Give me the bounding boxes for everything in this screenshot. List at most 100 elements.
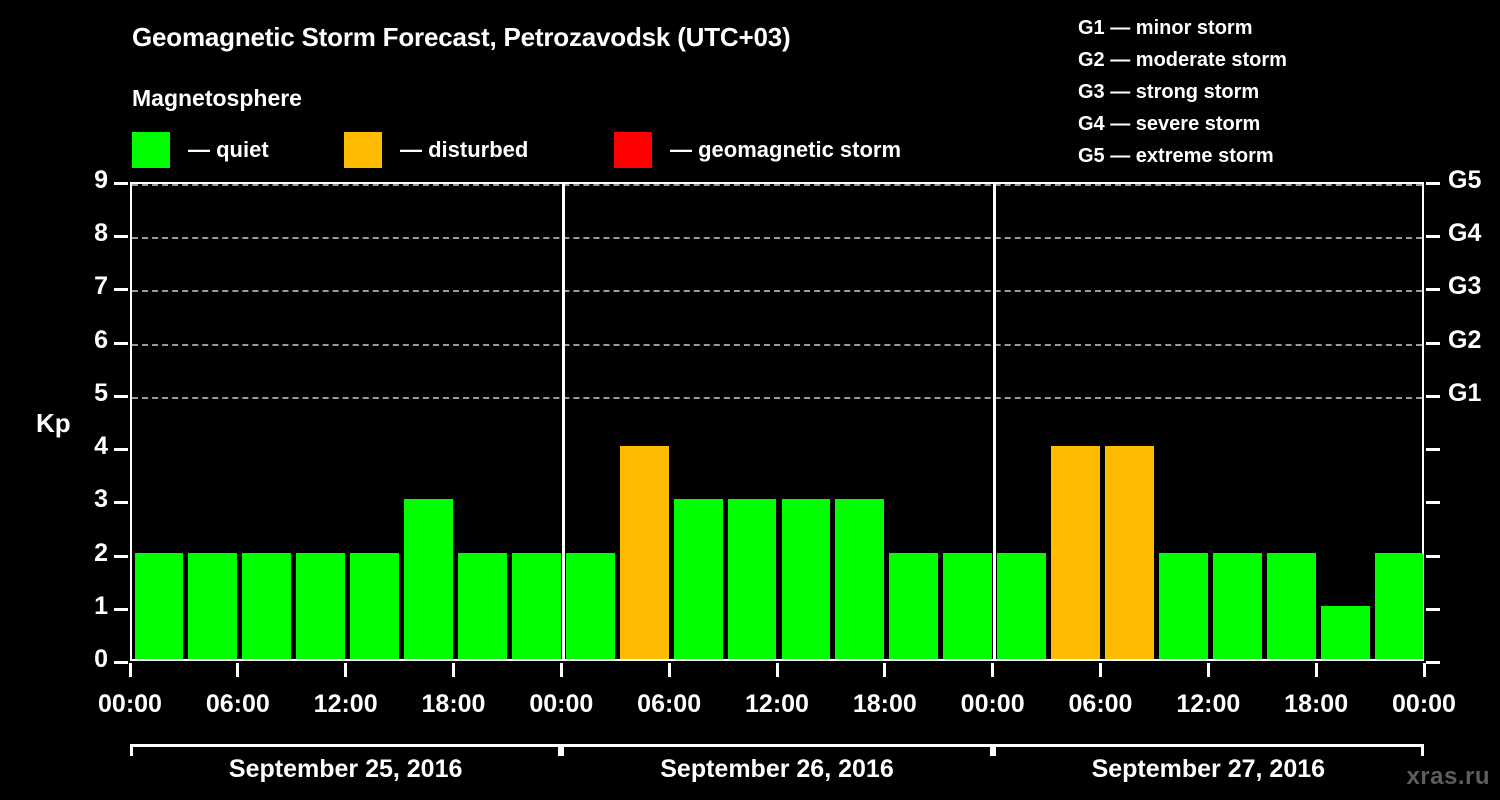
- bar: [619, 446, 669, 659]
- x-axis-tick: [991, 663, 995, 677]
- day-label: September 25, 2016: [228, 755, 463, 783]
- right-axis-tick-label: G1: [1448, 378, 1482, 407]
- legend-label-disturbed: — disturbed: [400, 137, 529, 162]
- day-label: September 26, 2016: [660, 755, 894, 783]
- y-axis-tick: [114, 288, 128, 292]
- y-axis-tick: [114, 394, 128, 398]
- y-axis-tick-label: 4: [94, 432, 108, 461]
- bar: [296, 552, 346, 659]
- y-axis-tick-label: 0: [94, 645, 108, 673]
- right-axis-tick: [1426, 607, 1440, 611]
- x-axis-tick: [1099, 663, 1102, 677]
- right-axis-tick: [1426, 182, 1440, 185]
- x-axis-tick-label: 06:00: [637, 690, 702, 718]
- x-axis-tick-label: 06:00: [1068, 690, 1133, 718]
- gridline: [132, 396, 1422, 399]
- x-axis-tick: [452, 663, 455, 677]
- x-axis-tick: [775, 663, 779, 677]
- page-title: Geomagnetic Storm Forecast, Petrozavodsk…: [132, 22, 791, 52]
- x-axis-tick: [344, 663, 348, 677]
- y-axis-tick-label: 2: [94, 538, 108, 567]
- g-scale-legend: G1 — minor storm G2 — moderate storm G3 …: [1078, 12, 1287, 172]
- legend-swatch-geomagnetic-storm: [614, 132, 652, 168]
- x-axis-tick-label: 18:00: [1284, 690, 1349, 718]
- gridline: [132, 237, 1422, 240]
- right-axis-tick-label: G3: [1448, 272, 1482, 301]
- x-axis-tick: [1422, 663, 1426, 677]
- day-separator: [561, 184, 565, 659]
- y-axis-tick: [114, 235, 128, 239]
- day-label: September 27, 2016: [1091, 755, 1326, 783]
- day-axis-bracket: [561, 744, 993, 756]
- bar: [1158, 552, 1208, 659]
- x-axis-tick-label: 00:00: [98, 690, 162, 718]
- y-axis-tick: [114, 607, 128, 611]
- bar: [673, 499, 723, 659]
- y-axis-tick: [114, 554, 128, 558]
- bar: [565, 552, 615, 659]
- y-axis-label: Kp: [36, 408, 71, 438]
- right-axis-tick: [1426, 235, 1440, 239]
- y-axis-tick-label: 1: [94, 591, 108, 620]
- bar: [781, 499, 831, 659]
- y-axis-tick-label: 8: [94, 219, 108, 248]
- bar: [458, 552, 507, 659]
- chart-plot-area: [130, 182, 1424, 661]
- legend-item-disturbed: — disturbed: [344, 131, 528, 169]
- legend-heading: Magnetosphere: [132, 85, 302, 111]
- x-axis-tick: [236, 663, 240, 677]
- watermark: xras.ru: [1406, 763, 1490, 790]
- bar: [1212, 552, 1262, 659]
- right-axis-tick: [1426, 501, 1440, 505]
- x-axis-tick-label: 00:00: [960, 690, 1025, 718]
- y-axis-tick: [114, 182, 128, 185]
- x-axis-tick-label: 12:00: [1176, 690, 1241, 718]
- bar: [1374, 552, 1424, 659]
- g-scale-item-g3: G3 — strong storm: [1078, 81, 1260, 103]
- bar: [242, 552, 292, 659]
- x-axis-tick: [559, 663, 563, 677]
- y-axis-tick: [114, 448, 128, 452]
- legend-swatch-quiet: [132, 132, 170, 168]
- right-axis-tick: [1426, 394, 1440, 398]
- y-axis-tick: [114, 501, 128, 505]
- bar: [835, 499, 885, 659]
- y-axis-tick-label: 7: [94, 272, 108, 301]
- x-axis-tick: [1206, 663, 1210, 677]
- right-axis-tick: [1426, 661, 1440, 664]
- x-axis-tick: [883, 663, 887, 677]
- bar: [511, 552, 561, 659]
- x-axis-tick-label: 18:00: [421, 690, 486, 718]
- bar: [134, 552, 184, 659]
- legend-label-quiet: — quiet: [188, 137, 269, 162]
- gridline: [132, 290, 1422, 293]
- x-axis-tick: [667, 663, 671, 677]
- x-axis-tick-label: 00:00: [529, 690, 594, 718]
- y-axis-tick: [114, 661, 128, 664]
- x-axis-tick-label: 12:00: [745, 690, 809, 718]
- right-axis-tick-label: G2: [1448, 325, 1482, 354]
- bar: [350, 552, 400, 659]
- bar: [1266, 552, 1316, 659]
- y-axis-tick-label: 9: [94, 166, 108, 194]
- y-axis-tick-label: 6: [94, 325, 108, 354]
- bar: [943, 552, 993, 659]
- right-axis-tick: [1426, 341, 1440, 345]
- x-axis-tick-label: 00:00: [1392, 690, 1456, 718]
- x-axis-tick-label: 12:00: [313, 690, 378, 718]
- g-scale-item-g4: G4 — severe storm: [1078, 113, 1261, 135]
- day-separator: [993, 184, 997, 659]
- legend-item-geomagnetic-storm: — geomagnetic storm: [614, 131, 901, 169]
- bar: [404, 499, 453, 659]
- x-axis-tick: [128, 663, 132, 677]
- y-axis-tick-label: 5: [94, 378, 108, 407]
- legend-label-geomagnetic-storm: — geomagnetic storm: [670, 137, 902, 162]
- y-axis-tick-label: 3: [94, 485, 108, 514]
- bar: [727, 499, 777, 659]
- day-axis-bracket: [992, 744, 1424, 756]
- g-scale-item-g2: G2 — moderate storm: [1078, 49, 1287, 71]
- gridline: [132, 343, 1422, 346]
- g-scale-item-g5: G5 — extreme storm: [1078, 145, 1274, 167]
- legend-item-quiet: — quiet: [132, 131, 269, 169]
- bar: [188, 552, 238, 659]
